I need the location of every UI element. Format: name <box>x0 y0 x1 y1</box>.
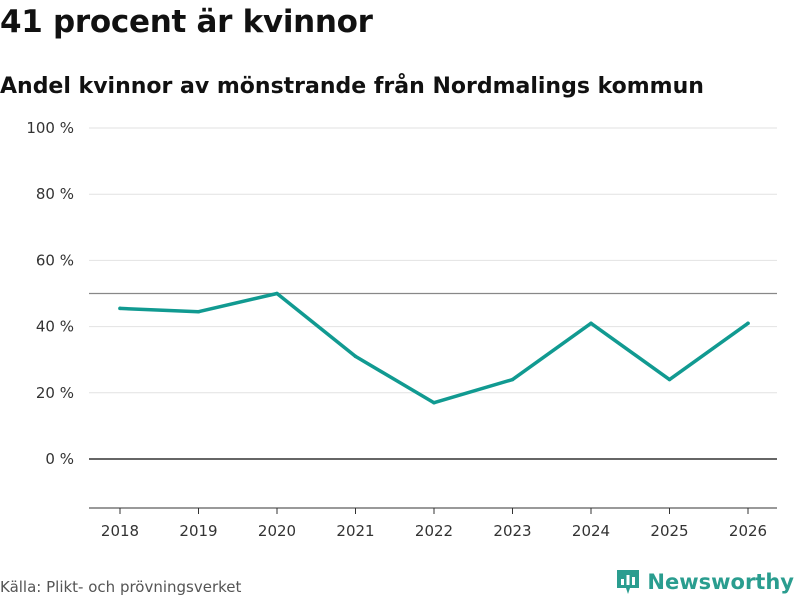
y-tick-label: 40 % <box>36 318 74 336</box>
x-tick-label: 2018 <box>101 522 139 540</box>
data-point <box>275 291 279 296</box>
x-tick-label: 2020 <box>258 522 296 540</box>
brand-name: Newsworthy <box>647 570 794 594</box>
y-tick-label: 60 % <box>36 251 74 269</box>
x-tick-label: 2023 <box>493 522 531 540</box>
y-tick-label: 20 % <box>36 384 74 402</box>
data-point <box>353 354 358 359</box>
x-tick-label: 2022 <box>415 522 453 540</box>
chart-subtitle: Andel kvinnor av mönstrande från Nordmal… <box>0 74 704 99</box>
x-tick-label: 2025 <box>650 522 688 540</box>
newsworthy-logo-icon <box>617 570 640 594</box>
chart-title: 41 procent är kvinnor <box>0 4 373 40</box>
x-tick-label: 2024 <box>572 522 610 540</box>
y-tick-label: 100 % <box>26 119 74 137</box>
data-point <box>667 377 672 382</box>
source-note: Källa: Plikt- och prövningsverket <box>0 578 242 596</box>
x-tick-label: 2019 <box>179 522 217 540</box>
data-point <box>118 306 122 311</box>
data-point <box>196 309 201 314</box>
data-point <box>746 321 750 326</box>
x-tick-label: 2026 <box>729 522 767 540</box>
data-point <box>510 377 515 382</box>
data-point <box>432 400 436 405</box>
brand-logo: Newsworthy <box>615 568 794 596</box>
x-tick-label: 2021 <box>336 522 374 540</box>
y-tick-label: 80 % <box>36 185 74 203</box>
series-line <box>118 291 750 405</box>
y-tick-label: 0 % <box>45 450 74 468</box>
data-point <box>589 321 593 326</box>
